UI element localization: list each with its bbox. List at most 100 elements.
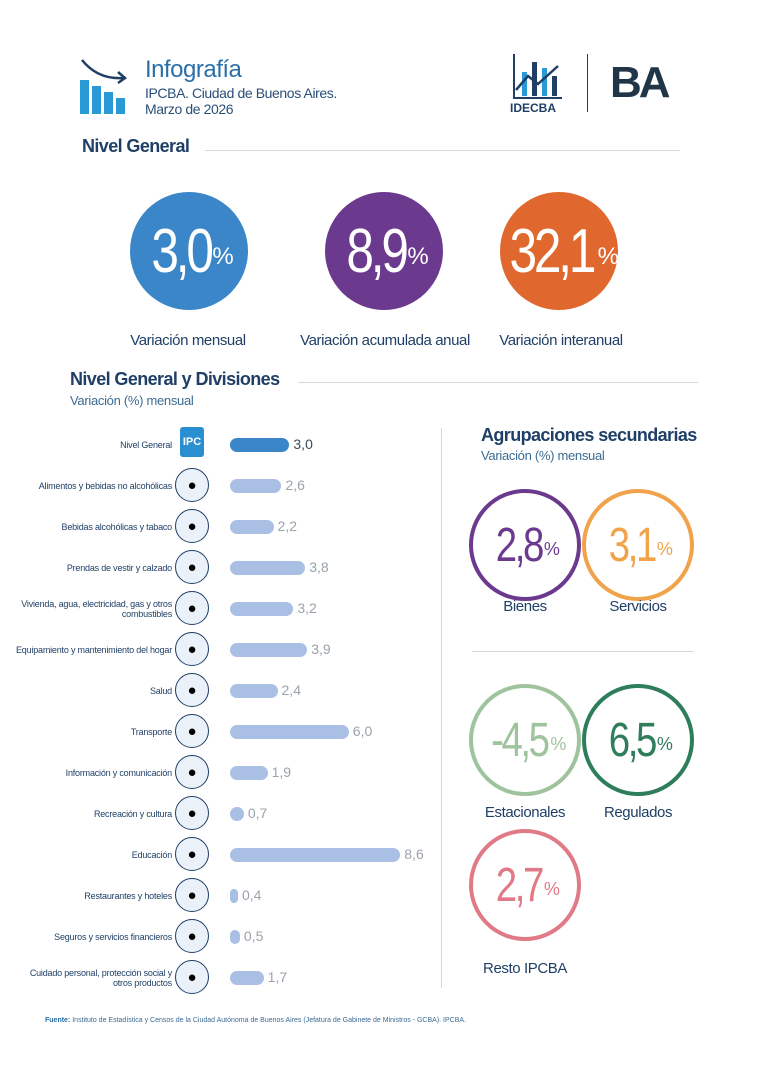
division-bar — [230, 725, 349, 739]
percent-sign: % — [407, 243, 429, 270]
nivel-general-circle: 32,1% — [500, 192, 620, 310]
idecba-logo-icon — [513, 54, 562, 99]
division-value: 0,5 — [243, 928, 264, 944]
division-value: 6,0 — [352, 723, 373, 739]
percent-sign: % — [597, 243, 620, 270]
divider — [298, 382, 698, 383]
division-value: 2,2 — [277, 518, 298, 534]
division-value: 3,0 — [293, 436, 313, 452]
agrupacion-circle: 6,5% — [582, 684, 694, 796]
percent-sign: % — [543, 878, 560, 899]
cloche-icon: ● — [175, 878, 209, 912]
division-label: Recreación y cultura — [93, 809, 172, 819]
division-bar — [230, 889, 238, 903]
circle-label: Variación acumulada anual — [300, 332, 470, 349]
popcorn-icon: ● — [175, 796, 209, 830]
division-bar — [230, 766, 268, 780]
circle-value: -4,5 — [490, 713, 550, 767]
agrupacion-circle: 3,1% — [582, 489, 694, 601]
source-note: Fuente: Instituto de Estadística y Censo… — [45, 1017, 466, 1024]
circle-label: Estacionales — [484, 804, 566, 821]
logo-divider — [587, 54, 588, 112]
division-bar — [230, 520, 274, 534]
circle-value: 32,1 — [509, 216, 596, 286]
division-label: Salud — [149, 686, 172, 696]
division-row: Educación ● 8,6 — [0, 835, 440, 875]
division-value: 8,6 — [404, 846, 424, 862]
agrupacion-circle: 2,7% — [469, 829, 581, 941]
division-label: Restaurantes y hoteles — [84, 891, 172, 901]
percent-sign: % — [550, 733, 567, 754]
percent-sign: % — [656, 733, 673, 754]
division-bar — [230, 602, 294, 616]
nivel-general-circle: 3,0% — [130, 192, 248, 310]
division-label: Seguros y servicios financieros — [54, 932, 172, 942]
circle-label: Variación interanual — [499, 332, 623, 349]
page-subtitle: IPCBA. Ciudad de Buenos Aires. — [145, 85, 337, 101]
divisiones-subheading: Variación (%) mensual — [70, 393, 194, 408]
division-value: 0,4 — [242, 887, 262, 903]
page-title: Infografía — [145, 56, 242, 83]
column-divider — [441, 428, 442, 988]
ba-logo: BA — [610, 58, 671, 107]
clothing-icon: ● — [175, 550, 209, 584]
bank-icon: ● — [175, 919, 209, 953]
circle-label: Regulados — [603, 804, 673, 821]
division-bar — [230, 848, 401, 862]
division-row: Restaurantes y hoteles ● 0,4 — [0, 876, 440, 916]
circle-label: Bienes — [503, 598, 547, 615]
agrupacion-circle: 2,8% — [469, 489, 581, 601]
division-label: Equipamiento y mantenimiento del hogar — [16, 645, 172, 655]
division-value: 3,2 — [297, 600, 317, 616]
division-row: Seguros y servicios financieros ● 0,5 — [0, 917, 440, 957]
division-value: 2,6 — [285, 477, 305, 493]
division-bar — [230, 561, 306, 575]
page-date: Marzo de 2026 — [145, 101, 234, 117]
circle-value: 3,1 — [608, 518, 658, 572]
division-label: Nivel General — [120, 440, 172, 450]
agrupaciones-heading: Agrupaciones secundarias — [481, 425, 697, 445]
division-bar — [230, 438, 290, 452]
division-value: 3,9 — [311, 641, 331, 657]
computer-icon: ● — [175, 755, 209, 789]
groceries-icon: ● — [175, 468, 209, 502]
division-label: Información y comunicación — [65, 768, 173, 778]
house-icon: ● — [175, 591, 209, 625]
agrupacion-circle: -4,5% — [469, 684, 581, 796]
division-value: 2,4 — [281, 682, 301, 698]
division-bar — [230, 971, 264, 985]
washing-machine-icon: ● — [175, 632, 209, 666]
source-label: Fuente: — [45, 1017, 71, 1024]
division-row: Información y comunicación ● 1,9 — [0, 753, 440, 793]
school-icon: ● — [175, 837, 209, 871]
division-bar — [230, 684, 278, 698]
percent-sign: % — [656, 538, 673, 559]
divider — [472, 651, 694, 652]
percent-sign: % — [212, 243, 234, 270]
circle-value: 2,7 — [495, 858, 545, 912]
division-value: 1,9 — [271, 764, 292, 780]
circle-label: Variación mensual — [130, 332, 246, 349]
division-row: Bebidas alcohólicas y tabaco ● 2,2 — [0, 507, 440, 547]
division-label: Alimentos y bebidas no alcohólicas — [38, 481, 172, 491]
source-text: Instituto de Estadística y Censos de la … — [70, 1017, 466, 1024]
division-bar — [230, 930, 240, 944]
nivel-general-circle: 8,9% — [325, 192, 443, 310]
division-label: Cuidado personal, protección social y ot… — [29, 968, 172, 988]
agrupaciones-subheading: Variación (%) mensual — [481, 448, 605, 463]
division-row: Salud ● 2,4 — [0, 671, 440, 711]
division-label: Bebidas alcohólicas y tabaco — [61, 522, 173, 532]
division-bar — [230, 643, 308, 657]
divisiones-heading: Nivel General y Divisiones — [70, 369, 280, 389]
circle-value: 2,8 — [495, 518, 545, 572]
division-row: Nivel General IPC 3,0 — [0, 425, 440, 465]
division-bar — [230, 807, 244, 821]
division-value: 0,7 — [247, 805, 268, 821]
wine-bottle-icon: ● — [175, 509, 209, 543]
division-label: Vivienda, agua, electricidad, gas y otro… — [21, 599, 172, 619]
division-label: Transporte — [130, 727, 172, 737]
division-row: Recreación y cultura ● 0,7 — [0, 794, 440, 834]
division-bar — [230, 479, 282, 493]
division-label: Prendas de vestir y calzado — [66, 563, 172, 573]
bar-chart-down-icon — [80, 59, 128, 114]
